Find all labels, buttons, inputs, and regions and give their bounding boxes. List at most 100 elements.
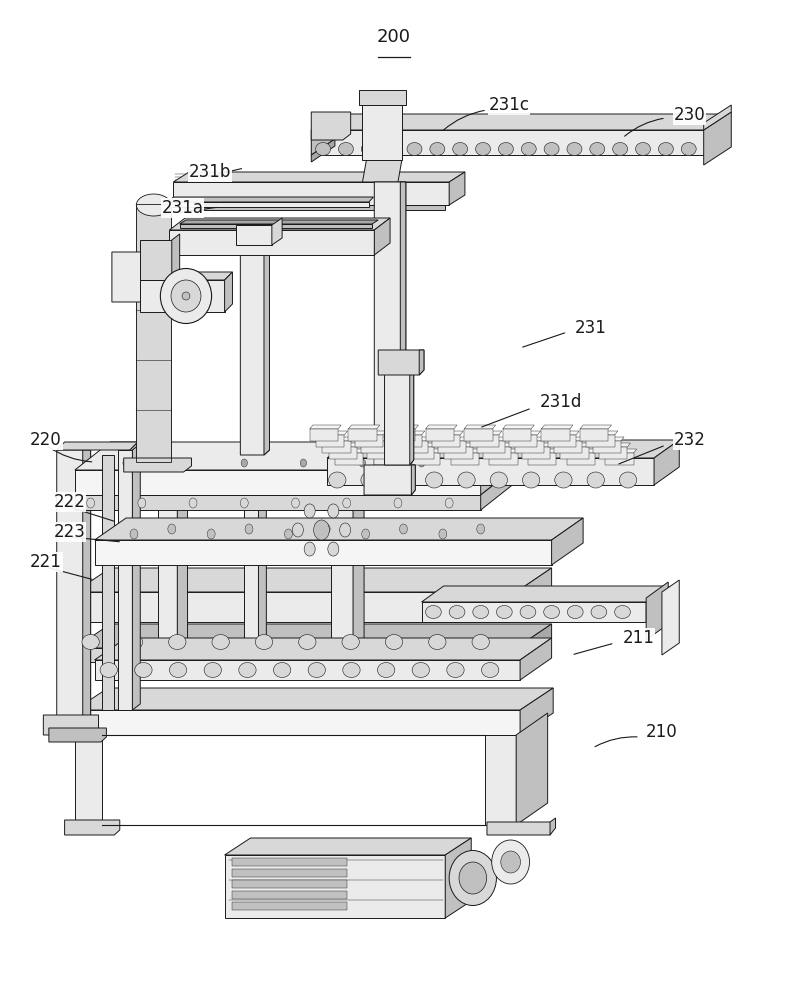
Polygon shape [419,350,424,375]
Ellipse shape [412,662,429,678]
Polygon shape [387,429,415,441]
Ellipse shape [299,635,316,650]
Polygon shape [374,218,390,255]
Ellipse shape [635,142,651,155]
Ellipse shape [591,605,607,618]
Polygon shape [169,218,390,230]
Polygon shape [335,449,366,453]
Polygon shape [359,90,406,105]
Polygon shape [361,437,392,441]
Circle shape [314,520,329,540]
Circle shape [445,498,453,508]
Polygon shape [232,858,347,866]
Text: 231d: 231d [540,393,582,411]
Polygon shape [132,444,140,710]
Ellipse shape [615,605,630,618]
Text: 210: 210 [646,723,678,741]
Polygon shape [438,437,470,441]
Polygon shape [554,441,582,453]
Polygon shape [322,437,354,441]
Polygon shape [705,114,729,155]
Polygon shape [367,443,399,447]
Polygon shape [487,822,556,835]
Polygon shape [548,435,576,447]
Circle shape [123,459,129,467]
Circle shape [292,498,299,508]
Polygon shape [522,443,553,447]
Polygon shape [374,453,402,465]
Text: 231: 231 [575,319,607,337]
Polygon shape [361,441,389,453]
Circle shape [304,504,315,518]
Polygon shape [400,182,406,490]
Text: 231b: 231b [189,163,232,181]
Polygon shape [185,205,445,210]
Polygon shape [329,443,360,447]
Polygon shape [75,624,552,648]
Polygon shape [704,105,731,130]
Ellipse shape [475,142,490,155]
Ellipse shape [212,635,229,650]
Polygon shape [258,490,266,655]
Polygon shape [180,220,378,224]
Polygon shape [400,441,428,453]
Bar [136,358,171,410]
Polygon shape [410,370,414,465]
Polygon shape [593,437,624,441]
Polygon shape [102,455,114,710]
Polygon shape [509,435,537,447]
Polygon shape [385,370,414,465]
Circle shape [189,498,197,508]
Circle shape [328,542,339,556]
Polygon shape [169,230,374,255]
Ellipse shape [82,635,99,650]
Ellipse shape [329,472,346,488]
Polygon shape [95,660,520,680]
Ellipse shape [342,635,359,650]
Polygon shape [75,688,553,710]
Polygon shape [225,838,471,855]
Polygon shape [355,431,386,435]
Text: 230: 230 [674,106,705,124]
Polygon shape [49,728,106,742]
Polygon shape [148,252,154,302]
Ellipse shape [449,605,465,618]
Polygon shape [580,425,611,429]
Polygon shape [225,855,445,918]
Ellipse shape [555,472,572,488]
Polygon shape [348,429,377,441]
Circle shape [138,498,146,508]
Ellipse shape [490,472,507,488]
Ellipse shape [361,472,378,488]
Text: 220: 220 [30,431,61,449]
Circle shape [240,498,248,508]
Circle shape [400,524,407,534]
Polygon shape [378,350,424,375]
Ellipse shape [520,605,536,618]
Polygon shape [75,495,481,510]
Circle shape [207,529,215,539]
Text: 211: 211 [623,629,654,647]
Polygon shape [586,431,618,435]
Ellipse shape [171,280,201,312]
Ellipse shape [169,635,186,650]
Ellipse shape [393,472,411,488]
Polygon shape [335,453,363,465]
Ellipse shape [182,292,190,300]
Polygon shape [646,586,668,622]
Polygon shape [593,441,621,453]
Polygon shape [311,112,351,140]
Polygon shape [232,891,347,899]
Circle shape [362,529,370,539]
Circle shape [182,459,188,467]
Polygon shape [75,568,552,592]
Circle shape [439,529,447,539]
Ellipse shape [136,194,171,216]
Polygon shape [75,710,520,735]
Polygon shape [477,437,508,441]
Polygon shape [236,225,272,245]
Circle shape [343,498,351,508]
Ellipse shape [169,662,187,678]
Ellipse shape [612,142,627,155]
Polygon shape [83,450,91,725]
